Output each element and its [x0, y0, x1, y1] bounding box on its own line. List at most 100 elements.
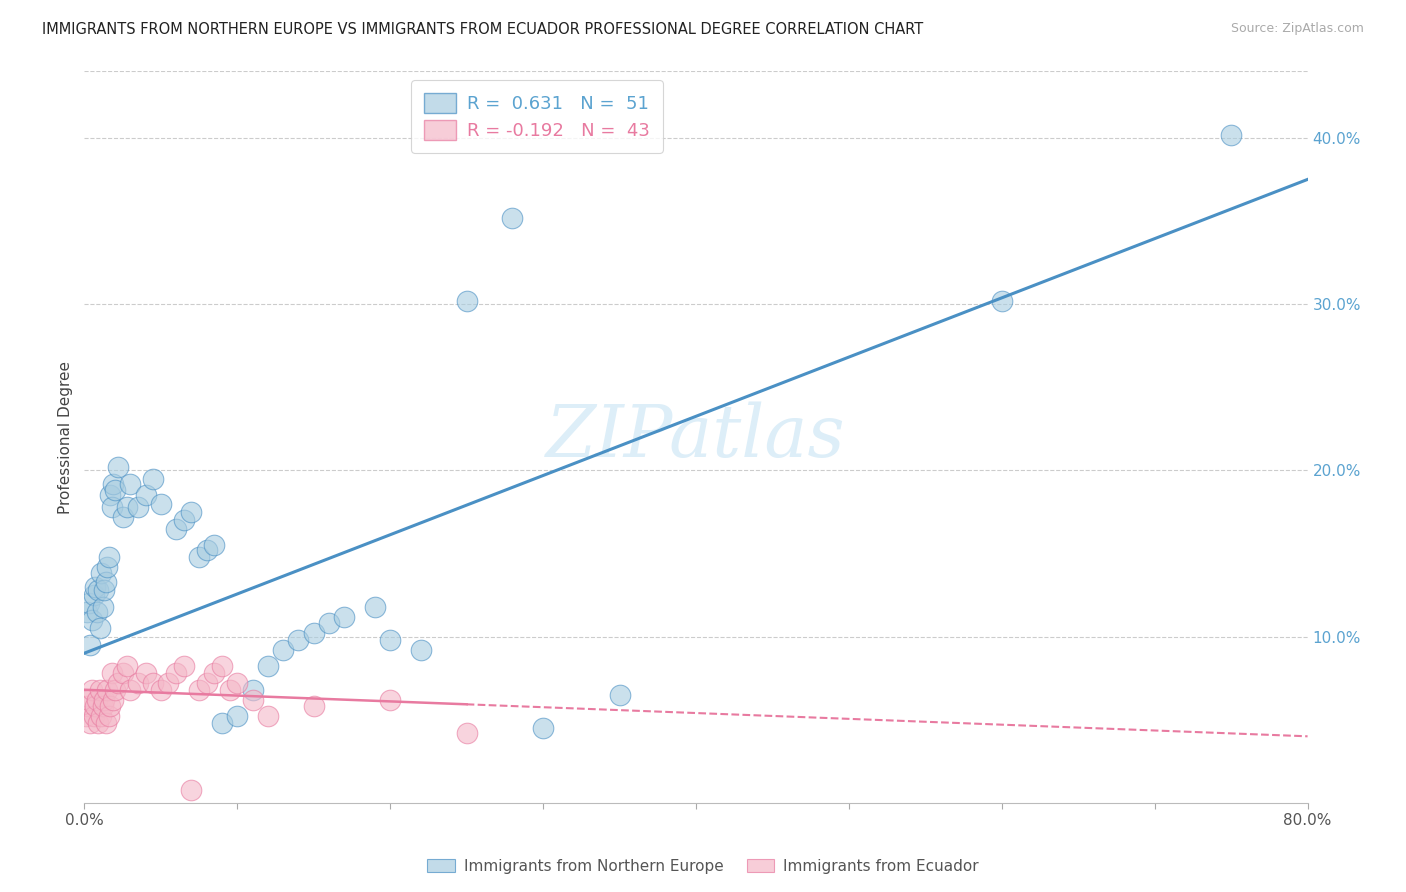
Point — [211, 659, 233, 673]
Point — [91, 599, 114, 614]
Point — [502, 211, 524, 225]
Point — [180, 505, 202, 519]
Point — [409, 643, 432, 657]
Point — [115, 500, 138, 514]
Point — [94, 574, 117, 589]
Point — [111, 666, 134, 681]
Point — [257, 709, 280, 723]
Point — [83, 709, 105, 723]
Point — [127, 676, 149, 690]
Point — [142, 676, 165, 690]
Point — [86, 605, 108, 619]
Y-axis label: Professional Degree: Professional Degree — [58, 360, 73, 514]
Point — [149, 682, 172, 697]
Point — [195, 676, 218, 690]
Point — [90, 709, 112, 723]
Point — [149, 497, 172, 511]
Point — [83, 588, 105, 602]
Point — [96, 682, 118, 697]
Point — [77, 596, 100, 610]
Point — [75, 709, 97, 723]
Point — [271, 643, 294, 657]
Point — [101, 666, 124, 681]
Point — [120, 682, 142, 697]
Legend: Immigrants from Northern Europe, Immigrants from Ecuador: Immigrants from Northern Europe, Immigra… — [420, 853, 986, 880]
Point — [142, 472, 165, 486]
Point — [76, 605, 98, 619]
Point — [93, 692, 115, 706]
Point — [97, 549, 120, 564]
Point — [609, 688, 631, 702]
Point — [226, 709, 249, 723]
Point — [107, 460, 129, 475]
Point — [87, 716, 110, 731]
Point — [93, 582, 115, 597]
Point — [173, 513, 195, 527]
Point — [84, 580, 107, 594]
Point — [89, 621, 111, 635]
Point — [302, 626, 325, 640]
Point — [157, 676, 180, 690]
Point — [242, 692, 264, 706]
Point — [107, 676, 129, 690]
Point — [104, 483, 127, 498]
Point — [89, 682, 111, 697]
Point — [202, 538, 225, 552]
Point — [202, 666, 225, 681]
Point — [218, 682, 240, 697]
Point — [333, 609, 356, 624]
Point — [79, 716, 101, 731]
Point — [103, 476, 125, 491]
Point — [135, 488, 157, 502]
Point — [165, 666, 187, 681]
Point — [195, 543, 218, 558]
Text: Source: ZipAtlas.com: Source: ZipAtlas.com — [1230, 22, 1364, 36]
Point — [87, 582, 110, 597]
Point — [173, 659, 195, 673]
Point — [111, 509, 134, 524]
Point — [188, 549, 211, 564]
Point — [96, 559, 118, 574]
Point — [165, 521, 187, 535]
Point — [287, 632, 309, 647]
Point — [226, 676, 249, 690]
Point — [257, 659, 280, 673]
Point — [991, 293, 1014, 308]
Point — [98, 699, 121, 714]
Point — [84, 699, 107, 714]
Text: ZIPatlas: ZIPatlas — [546, 401, 846, 473]
Point — [86, 692, 108, 706]
Point — [456, 293, 478, 308]
Point — [188, 682, 211, 697]
Point — [302, 699, 325, 714]
Point — [103, 692, 125, 706]
Point — [77, 692, 100, 706]
Text: IMMIGRANTS FROM NORTHERN EUROPE VS IMMIGRANTS FROM ECUADOR PROFESSIONAL DEGREE C: IMMIGRANTS FROM NORTHERN EUROPE VS IMMIG… — [42, 22, 924, 37]
Point — [1220, 128, 1243, 142]
Point — [120, 476, 142, 491]
Point — [80, 613, 103, 627]
Point — [94, 716, 117, 731]
Point — [97, 709, 120, 723]
Point — [380, 692, 402, 706]
Point — [76, 699, 98, 714]
Point — [91, 699, 114, 714]
Point — [101, 500, 124, 514]
Point — [98, 488, 121, 502]
Point — [180, 782, 202, 797]
Point — [364, 599, 387, 614]
Point — [318, 616, 340, 631]
Point — [456, 726, 478, 740]
Point — [242, 682, 264, 697]
Point — [531, 721, 554, 735]
Point — [115, 659, 138, 673]
Point — [104, 682, 127, 697]
Point — [380, 632, 402, 647]
Point — [80, 682, 103, 697]
Point — [90, 566, 112, 581]
Point — [127, 500, 149, 514]
Point — [211, 716, 233, 731]
Legend: R =  0.631   N =  51, R = -0.192   N =  43: R = 0.631 N = 51, R = -0.192 N = 43 — [411, 80, 662, 153]
Point — [135, 666, 157, 681]
Point — [79, 638, 101, 652]
